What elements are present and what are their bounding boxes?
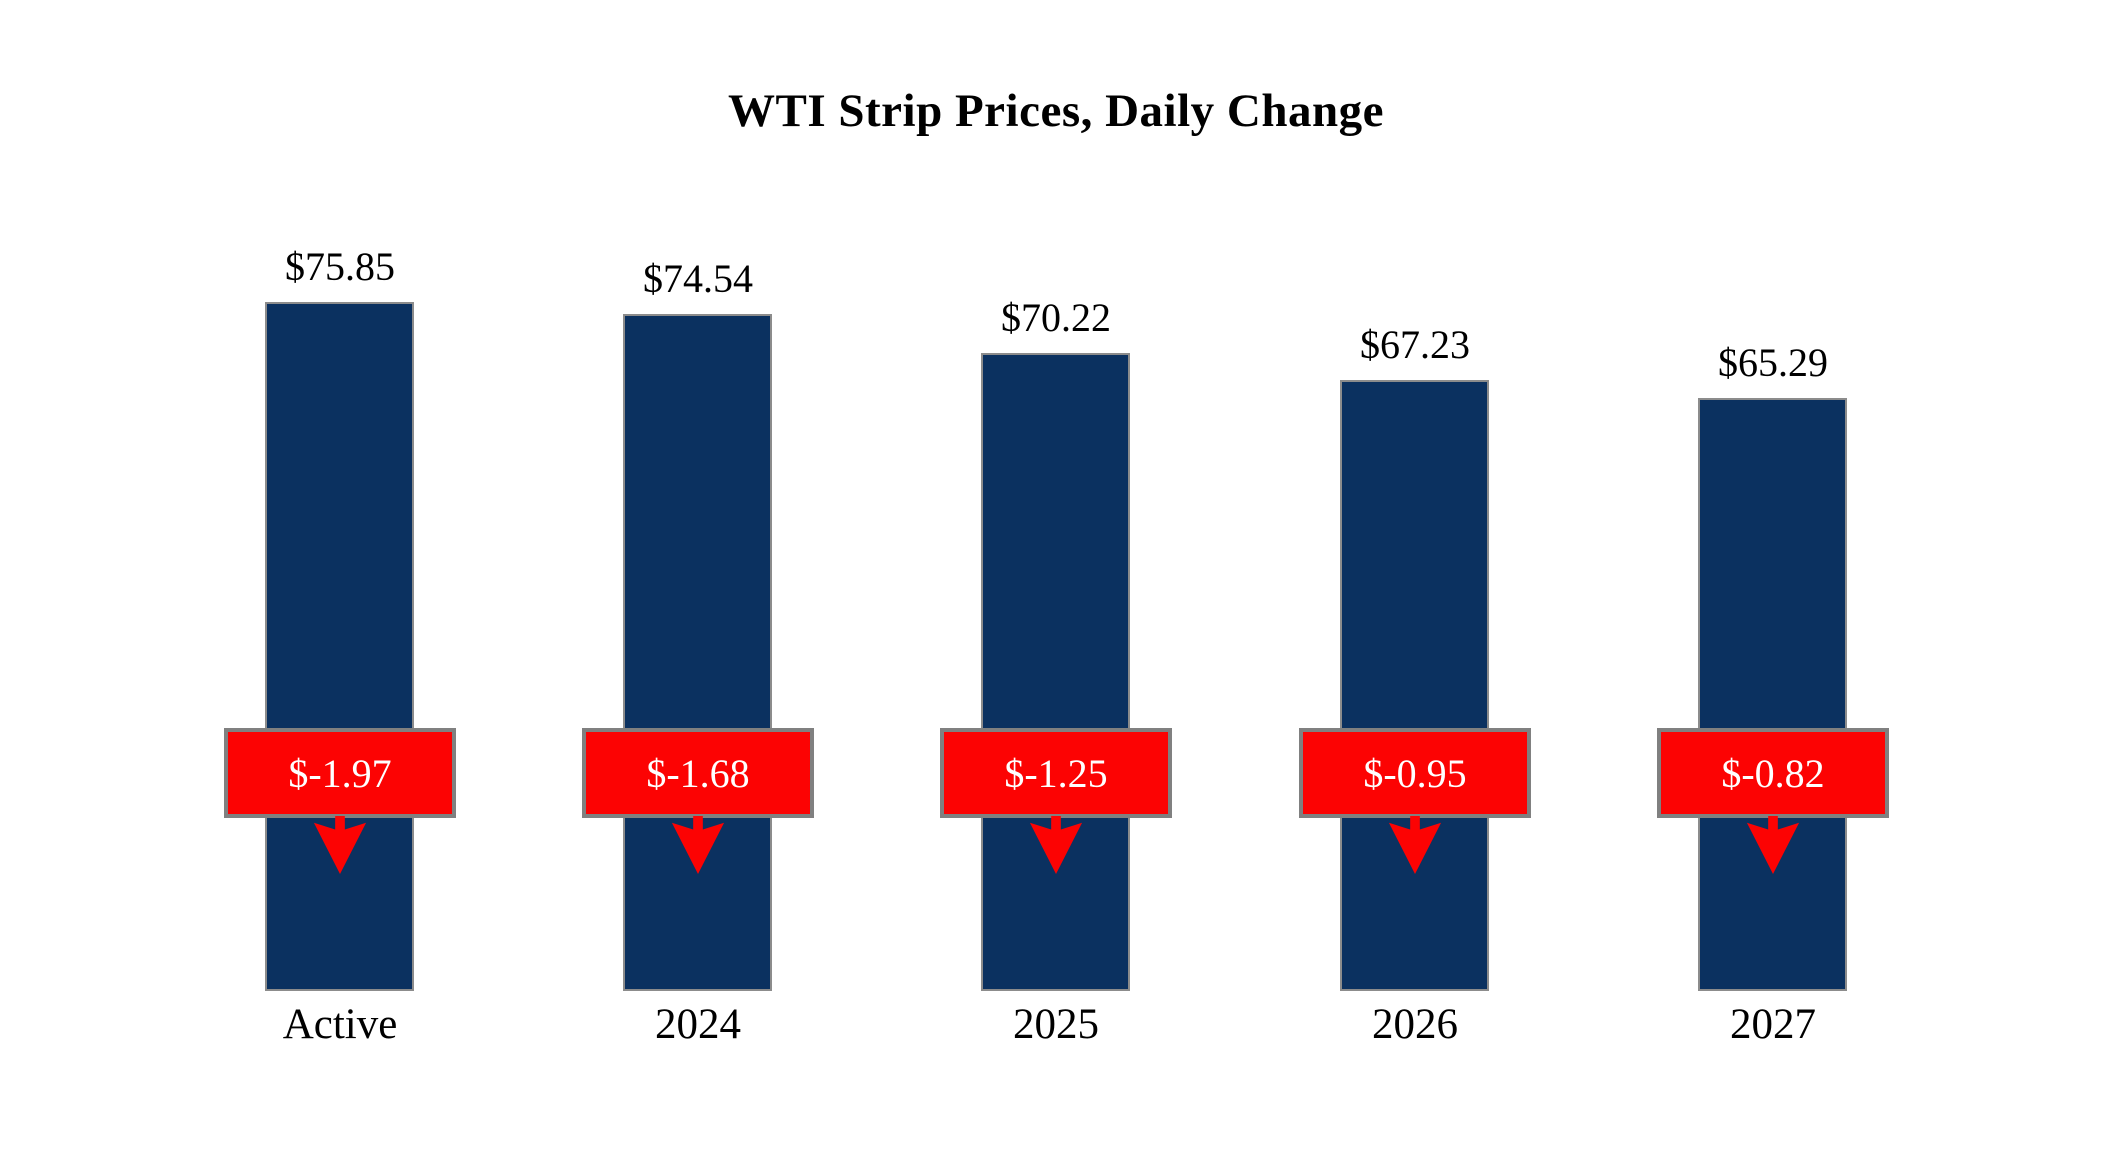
strip-price-bar bbox=[265, 302, 414, 991]
price-label: $67.23 bbox=[1360, 322, 1470, 367]
down-arrow-icon bbox=[1388, 816, 1442, 874]
down-arrow-icon bbox=[313, 816, 367, 874]
daily-change-badge: $-0.82 bbox=[1657, 728, 1889, 818]
bar-group-active: $75.85 $-1.97 Active bbox=[224, 0, 456, 1152]
daily-change-badge: $-1.68 bbox=[582, 728, 814, 818]
daily-change-badge: $-1.97 bbox=[224, 728, 456, 818]
strip-price-bar bbox=[623, 314, 772, 991]
down-arrow-icon bbox=[1746, 816, 1800, 874]
down-arrow-icon bbox=[1029, 816, 1083, 874]
price-label: $65.29 bbox=[1718, 340, 1828, 385]
price-label: $75.85 bbox=[285, 244, 395, 289]
category-label: Active bbox=[282, 1001, 398, 1048]
price-label: $74.54 bbox=[643, 256, 753, 301]
daily-change-badge: $-0.95 bbox=[1299, 728, 1531, 818]
category-label: 2026 bbox=[1372, 1001, 1458, 1048]
bar-group-2024: $74.54 $-1.68 2024 bbox=[582, 0, 814, 1152]
bar-group-2027: $65.29 $-0.82 2027 bbox=[1657, 0, 1889, 1152]
chart-title: WTI Strip Prices, Daily Change bbox=[727, 85, 1385, 137]
daily-change-badge: $-1.25 bbox=[940, 728, 1172, 818]
category-label: 2025 bbox=[1013, 1001, 1099, 1048]
bar-group-2026: $67.23 $-0.95 2026 bbox=[1299, 0, 1531, 1152]
strip-price-bar bbox=[981, 353, 1130, 991]
category-label: 2024 bbox=[655, 1001, 741, 1048]
bar-group-2025: $70.22 $-1.25 2025 bbox=[940, 0, 1172, 1152]
strip-price-bar bbox=[1340, 380, 1489, 991]
category-label: 2027 bbox=[1730, 1001, 1816, 1048]
down-arrow-icon bbox=[671, 816, 725, 874]
strip-price-bar bbox=[1698, 398, 1847, 991]
price-label: $70.22 bbox=[1001, 295, 1111, 340]
